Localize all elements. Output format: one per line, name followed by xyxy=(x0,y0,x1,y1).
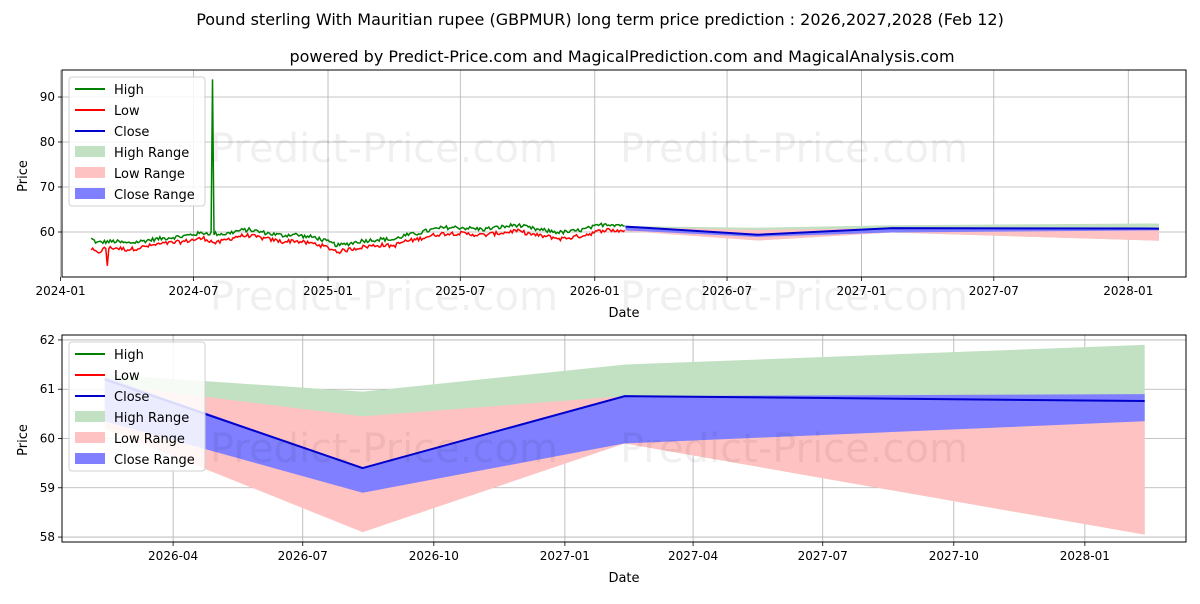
x-tick-label: 2027-10 xyxy=(929,549,979,563)
x-tick-label: 2025-07 xyxy=(435,284,485,298)
x-tick-label: 2027-01 xyxy=(540,549,590,563)
legend-label: Low Range xyxy=(114,167,185,182)
x-tick-label: 2026-04 xyxy=(148,549,198,563)
y-tick-label: 60 xyxy=(40,225,55,239)
x-tick-label: 2026-07 xyxy=(702,284,752,298)
top-series xyxy=(90,79,1159,266)
y-tick-label: 90 xyxy=(40,90,55,104)
x-tick-label: 2024-01 xyxy=(35,284,85,298)
x-tick-label: 2027-04 xyxy=(668,549,718,563)
x-tick-label: 2028-01 xyxy=(1060,549,1110,563)
bottom-legend: High Low Close High Range Low Range Close Ran… xyxy=(68,341,206,472)
legend-label: High xyxy=(114,83,144,98)
watermark-text: Predict-Price.com xyxy=(210,274,558,320)
top-legend: High Low Close High Range Low Range Close Ran… xyxy=(68,76,206,207)
legend-label: Close xyxy=(114,390,149,405)
top-axes-frame xyxy=(61,69,1187,278)
legend-label: Close Range xyxy=(114,188,195,203)
bottom-y-axis-label: Price xyxy=(16,424,31,456)
top-y-axis-label: Price xyxy=(16,160,31,192)
watermark-text: Predict-Price.com xyxy=(620,426,968,472)
top-x-axis-label: Date xyxy=(608,306,639,321)
x-tick-label: 2027-07 xyxy=(969,284,1019,298)
legend-label: Close xyxy=(114,125,149,140)
legend-swatch xyxy=(75,432,105,443)
legend-label: High Range xyxy=(114,146,189,161)
legend-label: Low xyxy=(114,104,140,119)
high-line xyxy=(90,79,625,248)
watermark-text: Predict-Price.com xyxy=(210,126,558,172)
legend-swatch xyxy=(75,167,105,178)
bottom-forecast-panel: Predict-Price.com Predict-Price.com 2026-… xyxy=(16,333,1187,586)
legend-swatch xyxy=(75,146,105,157)
x-tick-label: 2025-01 xyxy=(303,284,353,298)
top-watermarks: Predict-Price.com Predict-Price.com Predic… xyxy=(210,126,968,320)
x-tick-label: 2026-10 xyxy=(409,549,459,563)
y-tick-label: 60 xyxy=(40,432,55,446)
y-tick-label: 62 xyxy=(40,333,55,347)
x-tick-label: 2027-07 xyxy=(798,549,848,563)
x-tick-label: 2024-07 xyxy=(168,284,218,298)
close-range-band xyxy=(104,376,1145,493)
y-tick-label: 61 xyxy=(40,382,55,396)
close-line xyxy=(625,225,1159,236)
y-tick-label: 80 xyxy=(40,135,55,149)
legend-label: Close Range xyxy=(114,453,195,468)
x-tick-label: 2026-07 xyxy=(278,549,328,563)
low-line xyxy=(90,227,626,266)
x-tick-label: 2028-01 xyxy=(1103,284,1153,298)
legend-label: Low Range xyxy=(114,432,185,447)
top-grid xyxy=(60,70,1186,277)
chart-subtitle: powered by Predict-Price.com and Magical… xyxy=(289,47,954,66)
y-tick-label: 58 xyxy=(40,530,55,544)
watermark-text: Predict-Price.com xyxy=(620,126,968,172)
x-tick-label: 2026-01 xyxy=(570,284,620,298)
close-line xyxy=(104,378,1145,470)
y-tick-label: 70 xyxy=(40,180,55,194)
chart-title: Pound sterling With Mauritian rupee (GBP… xyxy=(196,10,1004,29)
bottom-x-axis-label: Date xyxy=(608,571,639,586)
legend-swatch xyxy=(75,188,105,199)
legend-label: Low xyxy=(114,369,140,384)
watermark-text: Predict-Price.com xyxy=(210,426,558,472)
y-tick-label: 59 xyxy=(40,481,55,495)
bottom-ticks: 2026-04 2026-07 2026-10 2027-01 2027-04 2027-… xyxy=(40,333,1110,563)
top-history-panel: Predict-Price.com Predict-Price.com Predic… xyxy=(16,69,1187,321)
legend-swatch xyxy=(75,411,105,422)
bottom-series xyxy=(104,344,1145,535)
legend-label: High Range xyxy=(114,411,189,426)
legend-swatch xyxy=(75,453,105,464)
bottom-watermarks: Predict-Price.com Predict-Price.com xyxy=(210,426,968,472)
top-ticks: 2024-01 2024-07 2025-01 2025-07 2026-01 2026-… xyxy=(35,90,1153,298)
x-tick-label: 2027-01 xyxy=(836,284,886,298)
watermark-text: Predict-Price.com xyxy=(620,274,968,320)
legend-label: High xyxy=(114,348,144,363)
